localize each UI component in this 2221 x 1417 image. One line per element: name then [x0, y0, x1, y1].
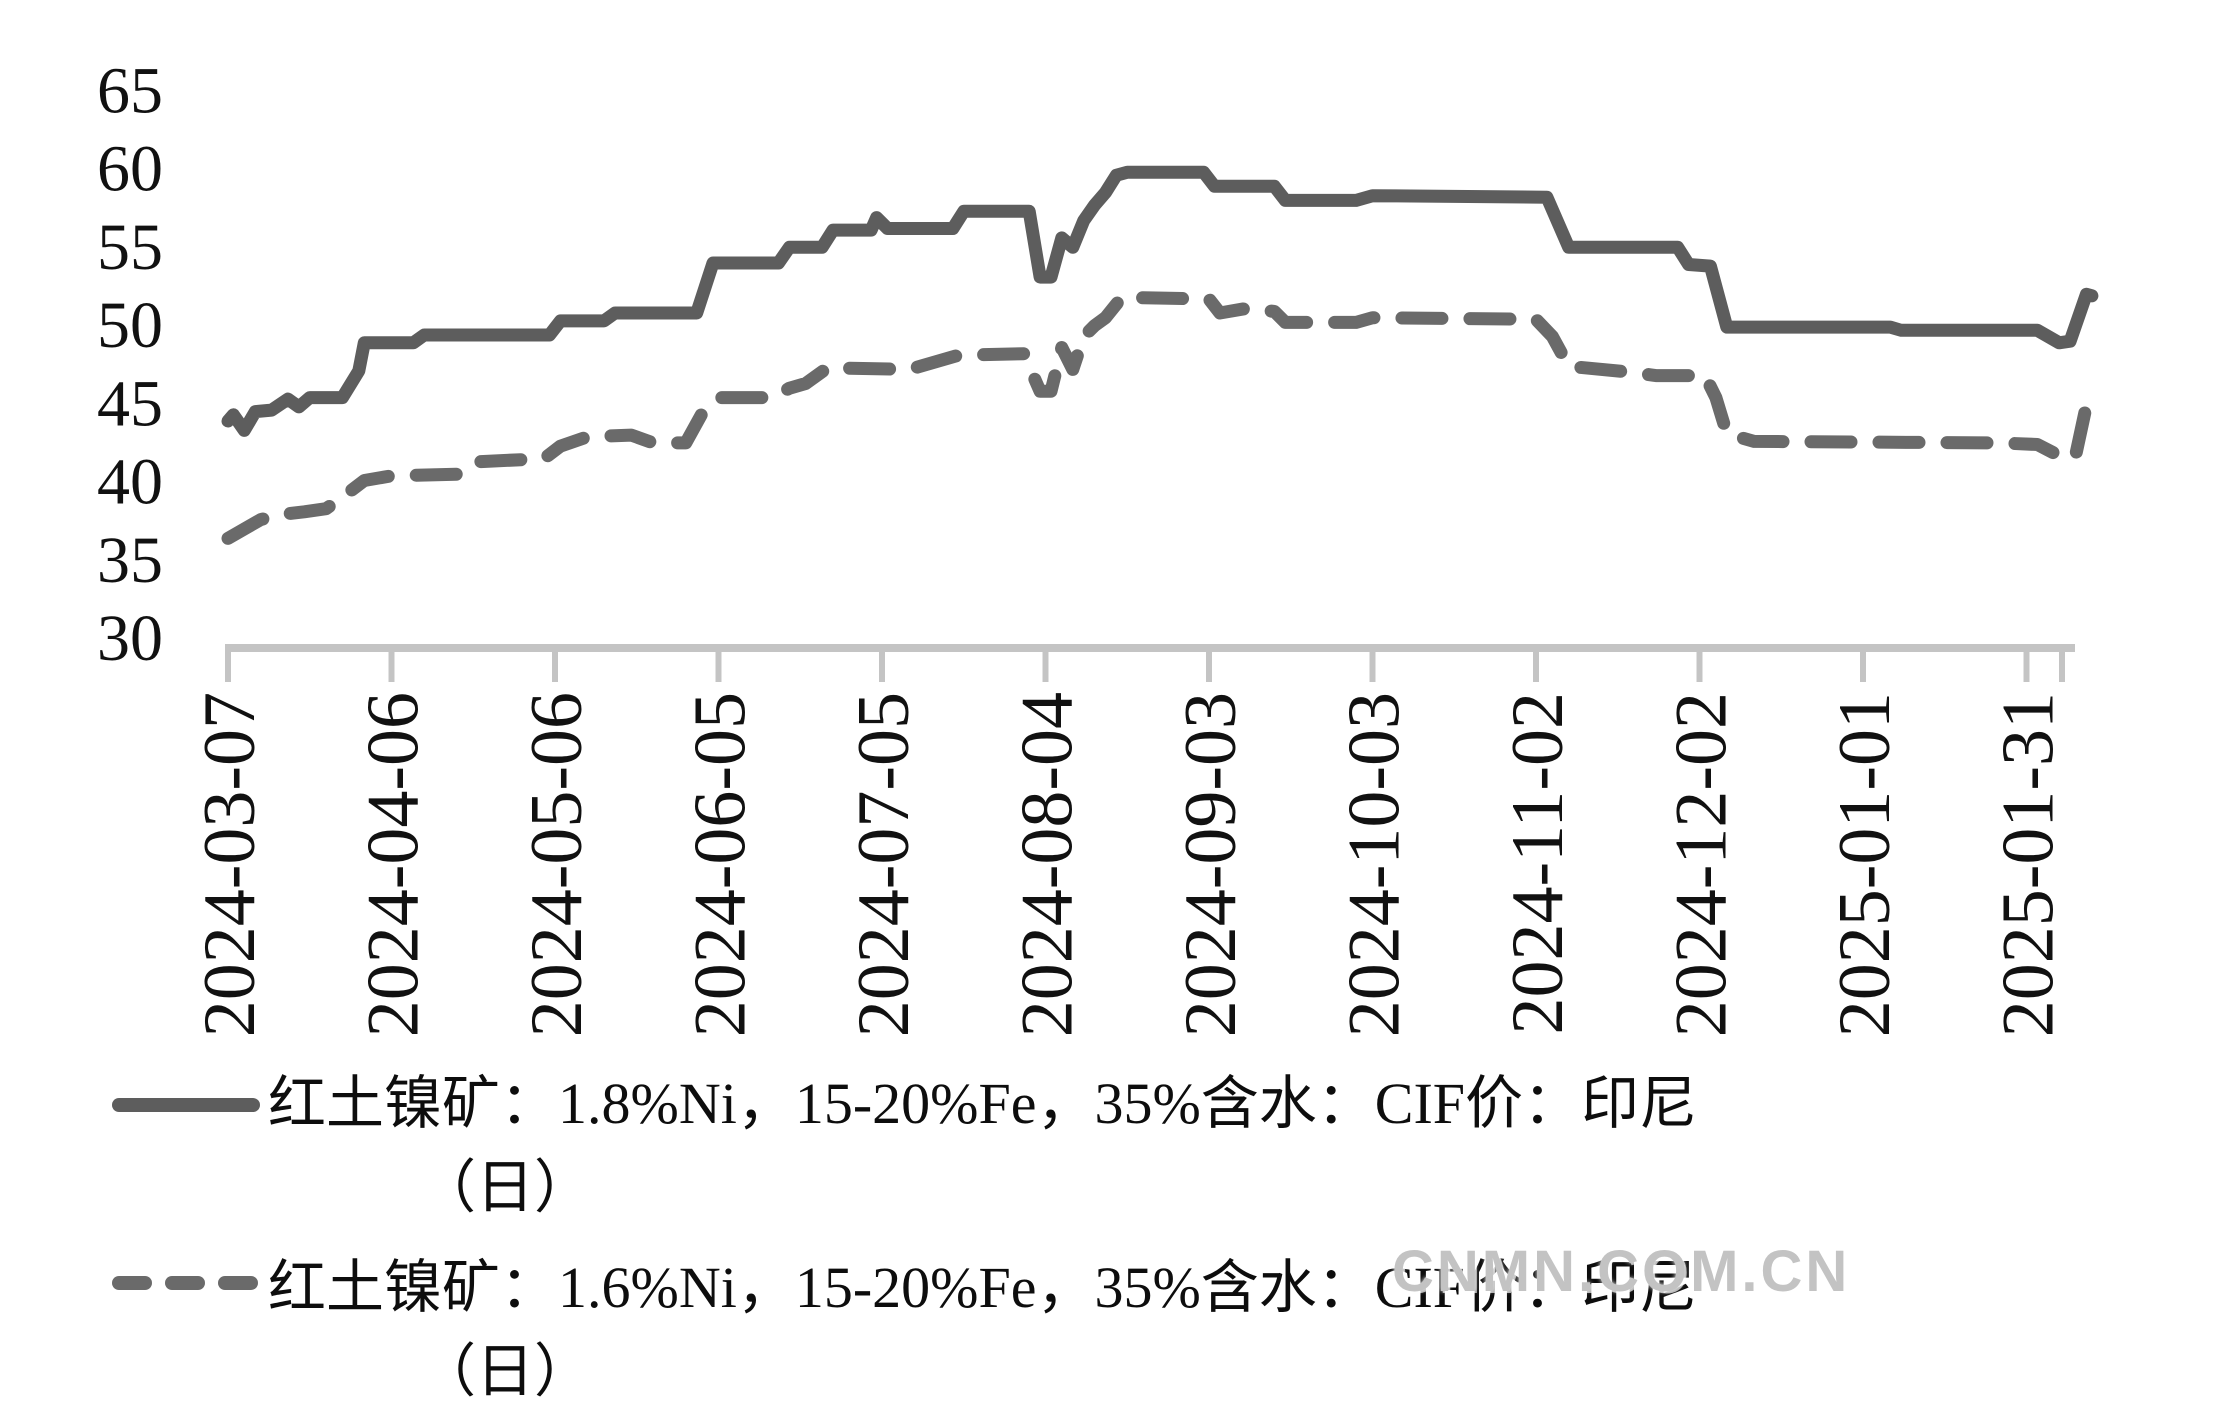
watermark: CNMN.COM.CN — [1392, 1239, 1851, 1304]
x-tick-label: 2024-12-02 — [1661, 692, 1743, 1037]
x-tick-label: 2024-05-06 — [516, 692, 598, 1037]
x-tick-label: 2025-01-31 — [1988, 692, 2070, 1037]
x-tick-label: 2024-06-05 — [680, 692, 762, 1037]
legend-label-line1: 红土镍矿：1.8%Ni，15-20%Fe，35%含水：CIF价：印尼 — [268, 1071, 1698, 1136]
series-line-1-6-ni — [221, 290, 2099, 545]
legend-item-1-8-ni: 红土镍矿：1.8%Ni，15-20%Fe，35%含水：CIF价：印尼 （日） — [0, 1062, 2221, 1230]
legend-label-line2: （日） — [418, 1155, 593, 1220]
legend-item-1-6-ni: 红土镍矿：1.6%Ni，15-20%Fe，35%含水：CIF价：印尼 （日） — [0, 1246, 2221, 1414]
x-tick-label: 2024-09-03 — [1170, 692, 1252, 1037]
legend-label-line1: 红土镍矿：1.6%Ni，15-20%Fe，35%含水：CIF价：印尼 — [268, 1255, 1698, 1320]
y-tick-label: 35 — [97, 524, 163, 597]
legend-label-1-6-ni: 红土镍矿：1.6%Ni，15-20%Fe，35%含水：CIF价：印尼 （日） — [268, 1246, 2068, 1414]
x-tick-label: 2024-04-06 — [353, 692, 435, 1037]
x-axis-ticks — [225, 648, 2065, 682]
x-tick-label: 2024-08-04 — [1007, 692, 1089, 1037]
x-tick-label: 2024-10-03 — [1334, 692, 1416, 1037]
x-axis-labels: 2024-03-07 2024-04-06 2024-05-06 2024-06-05… — [189, 692, 2070, 1037]
y-tick-label: 50 — [97, 289, 163, 362]
series-line-1-8-ni — [221, 165, 2099, 437]
legend-swatch-solid-line — [112, 1098, 260, 1112]
y-tick-label: 55 — [97, 211, 163, 284]
x-tick-label: 2024-07-05 — [843, 692, 925, 1037]
legend-label-1-8-ni: 红土镍矿：1.8%Ni，15-20%Fe，35%含水：CIF价：印尼 （日） — [268, 1062, 2068, 1230]
x-tick-label: 2024-11-02 — [1497, 692, 1579, 1035]
legend-swatch-dashed-line — [112, 1276, 272, 1290]
x-tick-label: 2024-03-07 — [189, 692, 271, 1037]
x-tick-label: 2025-01-01 — [1824, 692, 1906, 1037]
y-tick-label: 40 — [97, 446, 163, 519]
y-tick-label: 60 — [97, 133, 163, 206]
y-tick-label: 30 — [97, 602, 163, 675]
y-tick-label: 45 — [97, 367, 163, 440]
y-tick-label: 65 — [97, 54, 163, 127]
legend-label-line2: （日） — [418, 1339, 593, 1404]
